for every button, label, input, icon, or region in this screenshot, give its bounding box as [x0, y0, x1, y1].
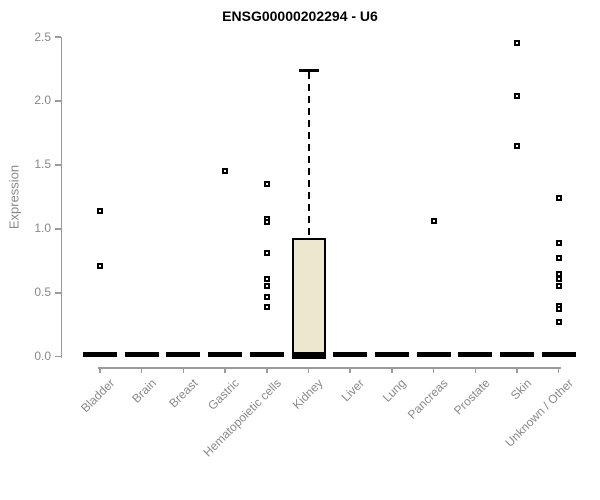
outlier-point — [430, 218, 437, 225]
y-axis-title: Expression — [6, 164, 22, 230]
x-axis-tick — [266, 367, 268, 373]
outlier-point — [514, 40, 520, 47]
outlier-point — [263, 303, 270, 310]
y-axis-tick — [54, 355, 61, 358]
y-tick-label: 2.5 — [34, 29, 51, 44]
x-axis-tick — [516, 367, 518, 373]
y-tick-label: 0.5 — [34, 285, 51, 300]
x-axis-tick — [307, 367, 310, 373]
outlier-point — [263, 283, 270, 290]
x-axis-tick — [432, 367, 435, 373]
outlier-point — [555, 283, 562, 290]
x-tick-label: Skin — [507, 376, 534, 403]
x-tick-label: Pancreas — [404, 376, 451, 422]
outlier-point — [555, 239, 562, 246]
y-tick-label: 0.0 — [34, 349, 51, 364]
x-tick-label: Lung — [380, 376, 409, 405]
median-line — [333, 352, 368, 358]
median-line — [416, 352, 451, 358]
y-axis-line — [60, 37, 62, 358]
whisker-line — [307, 72, 310, 238]
outlier-point — [555, 306, 562, 313]
outlier-point — [555, 275, 562, 282]
x-axis-tick — [474, 367, 477, 373]
y-axis-tick — [54, 292, 61, 294]
outlier-point — [97, 262, 103, 269]
median-line — [291, 352, 326, 358]
x-axis-tick — [224, 367, 226, 373]
median-line — [458, 352, 493, 358]
whisker-cap — [298, 69, 319, 72]
x-tick-label: Brain — [128, 376, 159, 406]
y-tick-label: 2.0 — [34, 93, 51, 108]
outlier-point — [555, 270, 562, 277]
outlier-point — [555, 319, 562, 326]
x-tick-label: Bladder — [77, 376, 117, 416]
median-line — [166, 352, 201, 358]
y-axis-tick — [54, 100, 61, 102]
median-line — [374, 352, 409, 358]
y-axis-tick — [54, 36, 61, 38]
x-axis-tick — [391, 367, 393, 373]
x-tick-label: Liver — [338, 376, 368, 405]
outlier-point — [263, 219, 270, 226]
outlier-point — [263, 293, 270, 300]
x-axis-tick — [140, 367, 143, 373]
outlier-point — [263, 250, 270, 257]
outlier-point — [514, 92, 520, 99]
x-tick-label: Breast — [165, 376, 201, 411]
y-axis-tick — [54, 228, 61, 230]
x-tick-label: Hematopoietic cells — [200, 376, 284, 460]
outlier-point — [263, 275, 270, 282]
x-tick-label: Gastric — [205, 376, 243, 413]
x-axis-tick — [349, 367, 351, 373]
outlier-point — [555, 255, 562, 262]
median-line — [124, 352, 159, 358]
outlier-point — [222, 168, 229, 175]
y-tick-label: 1.0 — [34, 221, 51, 236]
outlier-point — [555, 195, 562, 202]
y-tick-label: 1.5 — [34, 157, 51, 172]
median-line — [208, 352, 243, 358]
x-axis-line — [98, 367, 561, 369]
outlier-point — [514, 142, 520, 149]
median-line — [500, 352, 534, 358]
outlier-point — [263, 181, 270, 188]
x-tick-label: Kidney — [289, 376, 326, 412]
x-axis-tick — [557, 367, 560, 373]
x-axis-tick — [99, 367, 101, 373]
median-line — [83, 352, 117, 358]
box-iqr — [291, 237, 326, 359]
y-axis-tick — [54, 164, 61, 166]
chart-title: ENSG00000202294 - U6 — [222, 8, 378, 24]
x-tick-label: Prostate — [450, 376, 493, 418]
outlier-point — [97, 207, 103, 214]
median-line — [541, 352, 576, 358]
median-line — [249, 352, 284, 358]
x-axis-tick — [182, 367, 185, 373]
